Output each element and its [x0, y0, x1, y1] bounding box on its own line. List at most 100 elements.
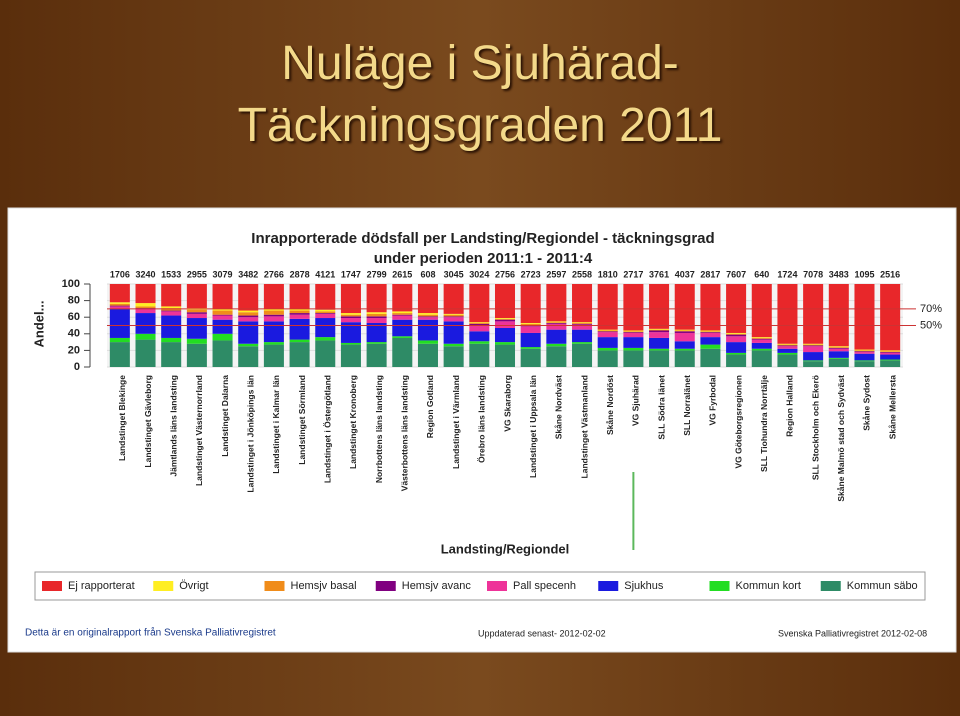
- bar-segment: [161, 284, 182, 307]
- footer-center: Uppdaterad senast- 2012-02-02: [478, 628, 606, 638]
- bar-segment: [700, 337, 721, 345]
- bar-segment: [494, 321, 516, 328]
- bar-segment: [777, 346, 798, 349]
- bar-segment: [186, 338, 207, 344]
- bar-segment: [880, 352, 901, 355]
- y-tick-label: 0: [74, 361, 80, 373]
- bar-segment: [109, 306, 130, 309]
- bar-segment: [854, 361, 875, 367]
- legend-label: Ej rapporterat: [68, 580, 135, 592]
- bar-segment: [649, 284, 670, 329]
- x-tick-label: Skåne Nordöst: [605, 375, 615, 435]
- bar-segment: [880, 284, 901, 351]
- x-tick-label: VG Skaraborg: [502, 375, 512, 432]
- bar-total: 1724: [777, 269, 797, 279]
- bar-segment: [161, 310, 182, 312]
- bar-segment: [186, 284, 207, 309]
- bar-segment: [854, 351, 875, 353]
- bar-segment: [777, 344, 798, 346]
- bar-segment: [803, 344, 824, 346]
- bar-total: 7607: [726, 269, 746, 279]
- bar-segment: [289, 310, 310, 314]
- bar-segment: [597, 337, 618, 348]
- bar-segment: [494, 284, 516, 319]
- bar-segment: [109, 342, 130, 367]
- bar-segment: [572, 342, 593, 344]
- x-tick-label: Skåne Nordväst: [554, 375, 564, 439]
- legend: [34, 571, 926, 601]
- bar-segment: [880, 352, 901, 353]
- legend-label: Kommun kort: [736, 580, 801, 592]
- x-tick-label: Norrbottens läns landsting: [374, 375, 384, 483]
- bar-segment: [340, 344, 361, 367]
- bar-segment: [340, 322, 361, 343]
- bar-segment: [469, 331, 490, 342]
- bar-segment: [854, 352, 875, 354]
- bar-segment: [828, 351, 849, 358]
- x-tick-label: Landstinget Västmanland: [579, 375, 589, 478]
- bar-segment: [828, 348, 849, 352]
- bar-segment: [109, 302, 130, 304]
- bar-segment: [289, 314, 310, 319]
- x-tick-label: Landstinget Dalarna: [220, 375, 230, 457]
- x-tick-label: Landstinget Västernorrland: [194, 375, 204, 486]
- bar-segment: [546, 346, 567, 367]
- bar-total: 3482: [238, 269, 258, 279]
- bar-segment: [340, 313, 361, 315]
- bar-segment: [417, 317, 438, 320]
- bar-total: 2723: [521, 269, 541, 279]
- bar-segment: [520, 347, 541, 349]
- bar-segment: [803, 284, 824, 344]
- bar-segment: [392, 284, 413, 312]
- bar-segment: [263, 308, 284, 311]
- bar-total: 3045: [444, 269, 464, 279]
- bar-segment: [803, 343, 824, 345]
- bar-segment: [751, 339, 772, 343]
- y-tick-label: 40: [68, 328, 80, 340]
- x-tick-label: Landstinget i Uppsala län: [528, 375, 538, 478]
- bar-total: 7078: [803, 269, 823, 279]
- bar-total: 640: [754, 269, 769, 279]
- bar-segment: [161, 311, 182, 316]
- bar-segment: [520, 323, 541, 324]
- bar-segment: [803, 352, 824, 361]
- bar-segment: [546, 329, 567, 344]
- bar-total: 3240: [136, 269, 156, 279]
- bar-segment: [135, 313, 156, 334]
- bar-segment: [854, 353, 875, 361]
- bar-segment: [623, 337, 644, 348]
- bar-total: 2817: [700, 269, 720, 279]
- bar-segment: [392, 337, 413, 367]
- bar-segment: [263, 342, 284, 345]
- bar-segment: [366, 316, 387, 319]
- bar-segment: [572, 324, 593, 330]
- bar-segment: [469, 322, 490, 324]
- bar-segment: [726, 334, 747, 337]
- bar-segment: [751, 348, 772, 351]
- bar-segment: [315, 309, 336, 312]
- bar-segment: [289, 342, 310, 367]
- bar-total: 2597: [546, 269, 566, 279]
- bar-segment: [315, 340, 336, 367]
- bar-segment: [135, 306, 156, 309]
- bar-segment: [854, 350, 875, 352]
- bar-segment: [443, 321, 464, 344]
- bar-segment: [726, 342, 747, 353]
- bar-segment: [109, 337, 130, 343]
- bar-segment: [469, 284, 490, 323]
- reference-label: 70%: [920, 303, 942, 315]
- bar-segment: [828, 347, 849, 349]
- bar-segment: [597, 350, 618, 367]
- bar-segment: [315, 313, 336, 319]
- bar-segment: [315, 284, 336, 310]
- bar-segment: [751, 338, 772, 340]
- x-tick-label: SLL Stockholm och Ekerö: [810, 375, 820, 480]
- bar-total: 1533: [161, 269, 181, 279]
- bar-segment: [109, 303, 130, 306]
- legend-swatch: [820, 581, 841, 591]
- bar-segment: [854, 284, 875, 350]
- bar-segment: [597, 330, 618, 332]
- bar-segment: [623, 331, 644, 333]
- bar-segment: [674, 330, 695, 332]
- bar-total: 608: [420, 269, 435, 279]
